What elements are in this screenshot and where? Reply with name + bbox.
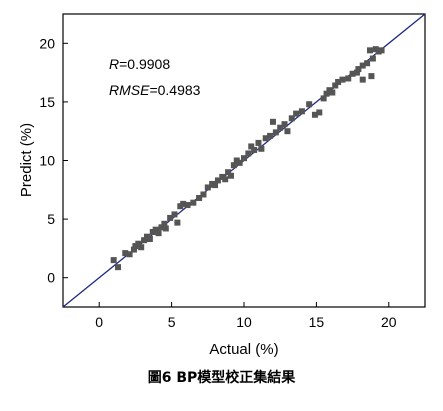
data-point bbox=[359, 76, 366, 83]
data-point bbox=[284, 128, 291, 135]
data-point bbox=[323, 90, 330, 97]
data-point bbox=[288, 115, 295, 122]
x-tick-label: 5 bbox=[168, 314, 176, 330]
data-point bbox=[335, 78, 342, 85]
data-point bbox=[277, 124, 284, 131]
data-point bbox=[227, 172, 234, 179]
data-point bbox=[364, 60, 371, 67]
data-point bbox=[152, 226, 159, 233]
data-points bbox=[110, 46, 385, 271]
data-point bbox=[353, 69, 360, 76]
data-point bbox=[212, 182, 219, 189]
data-point bbox=[281, 121, 288, 128]
r-annotation: R=0.9908 bbox=[109, 56, 170, 72]
data-point bbox=[316, 109, 323, 116]
data-point bbox=[267, 132, 274, 139]
data-point bbox=[141, 237, 148, 244]
y-tick-label: 5 bbox=[47, 211, 55, 227]
data-point bbox=[369, 55, 376, 62]
data-point bbox=[298, 108, 305, 115]
data-point bbox=[378, 47, 385, 54]
y-tick-label: 10 bbox=[39, 153, 55, 169]
y-tick-label: 20 bbox=[39, 35, 55, 51]
data-point bbox=[339, 76, 346, 83]
data-point bbox=[130, 246, 137, 253]
data-point bbox=[200, 191, 207, 198]
data-point bbox=[230, 162, 237, 169]
data-point bbox=[245, 150, 252, 157]
data-point bbox=[174, 219, 181, 226]
data-point bbox=[214, 177, 221, 184]
data-point bbox=[345, 75, 352, 82]
data-point bbox=[329, 89, 336, 96]
data-point bbox=[196, 195, 203, 202]
data-point bbox=[258, 145, 265, 152]
data-point bbox=[115, 264, 122, 271]
data-point bbox=[320, 95, 327, 102]
rmse-annotation: RMSE=0.4983 bbox=[109, 82, 201, 98]
data-point bbox=[355, 66, 362, 73]
data-point bbox=[236, 159, 243, 166]
data-point bbox=[161, 220, 168, 227]
data-point bbox=[138, 244, 145, 251]
data-point bbox=[332, 82, 339, 89]
data-point bbox=[167, 214, 174, 221]
data-point bbox=[255, 139, 262, 146]
data-point bbox=[155, 230, 162, 237]
data-point bbox=[248, 143, 255, 150]
data-point bbox=[126, 251, 133, 258]
data-point bbox=[293, 110, 300, 117]
data-point bbox=[135, 240, 142, 247]
data-point bbox=[272, 129, 279, 136]
data-point bbox=[225, 169, 232, 176]
data-point bbox=[359, 62, 366, 69]
data-point bbox=[110, 257, 117, 264]
data-point bbox=[306, 101, 313, 108]
x-tick-label: 10 bbox=[236, 314, 252, 330]
data-point bbox=[180, 200, 187, 207]
data-point bbox=[122, 250, 129, 257]
data-point bbox=[162, 225, 169, 232]
data-point bbox=[262, 135, 269, 142]
data-point bbox=[171, 211, 178, 218]
data-point bbox=[349, 70, 356, 77]
data-point bbox=[204, 184, 211, 191]
y-tick-label: 0 bbox=[47, 270, 55, 286]
data-point bbox=[311, 111, 318, 118]
x-tick-label: 15 bbox=[309, 314, 325, 330]
data-point bbox=[366, 47, 373, 54]
data-point bbox=[158, 224, 165, 231]
x-tick-label: 20 bbox=[381, 314, 397, 330]
data-point bbox=[146, 236, 153, 243]
data-point bbox=[190, 199, 197, 206]
data-point bbox=[251, 146, 258, 153]
data-point bbox=[184, 202, 191, 209]
data-point bbox=[241, 155, 247, 162]
y-tick-label: 15 bbox=[39, 94, 55, 110]
y-axis-title: Predict (%) bbox=[18, 123, 35, 197]
figure-caption: 圖6 BP模型校正集結果 bbox=[147, 370, 296, 386]
x-tick-label: 0 bbox=[95, 314, 103, 330]
x-axis-title: Actual (%) bbox=[209, 341, 278, 358]
data-point bbox=[368, 73, 375, 80]
axis-ticks: 0 5 10 15 20 0 5 10 15 20 bbox=[39, 35, 396, 330]
data-point bbox=[222, 176, 229, 183]
data-point bbox=[269, 118, 276, 125]
